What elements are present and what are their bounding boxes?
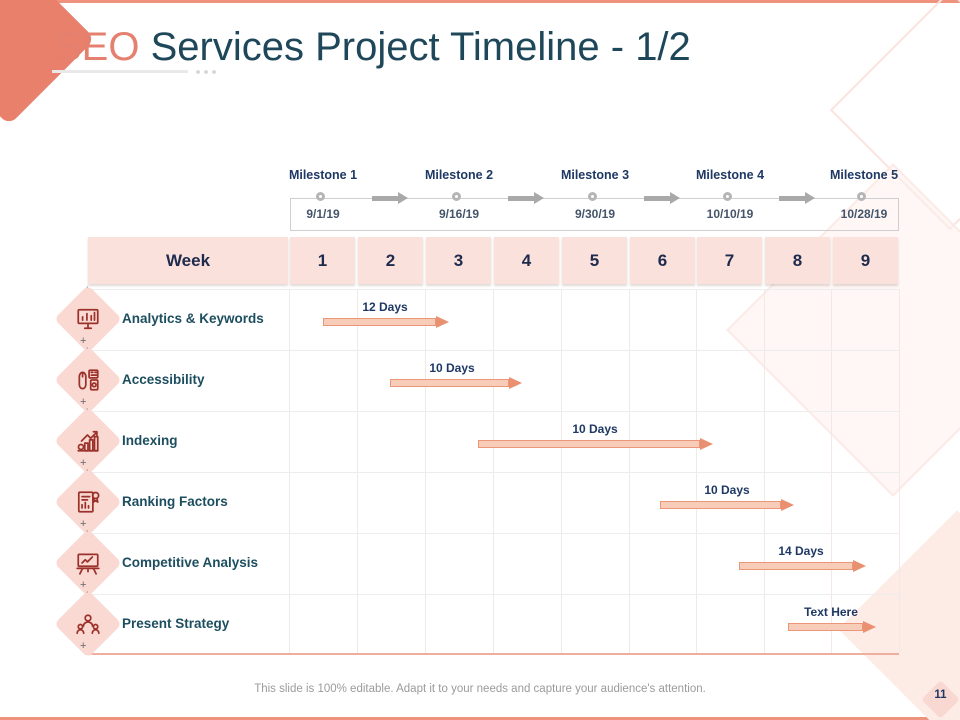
grid-vline bbox=[425, 289, 426, 654]
milestone-date: 9/16/19 bbox=[438, 207, 480, 221]
grid-vline bbox=[289, 289, 290, 654]
milestone-connector-arrowhead-icon bbox=[670, 192, 680, 204]
bottom-edge-line bbox=[0, 717, 960, 720]
plus-mark-icon: + bbox=[80, 518, 87, 530]
milestone-connector-arrow-icon bbox=[779, 196, 805, 201]
title-accent: SEO bbox=[55, 25, 140, 69]
milestone-marker-icon bbox=[857, 192, 866, 201]
title-rest: Services Project Timeline - 1/2 bbox=[139, 25, 691, 69]
milestone-label: Milestone 1 bbox=[288, 168, 358, 182]
gantt-bar bbox=[390, 379, 509, 387]
bar-duration-label: 10 Days bbox=[572, 422, 618, 436]
bar-duration-label: Text Here bbox=[804, 605, 858, 619]
grid-vline bbox=[899, 289, 900, 654]
bar-duration-label: 10 Days bbox=[704, 483, 750, 497]
grid-hline bbox=[85, 594, 899, 595]
plus-mark-icon: + bbox=[80, 396, 87, 408]
week-number-cell: 8 bbox=[765, 237, 830, 284]
milestone-label: Milestone 4 bbox=[695, 168, 765, 182]
week-number-cell: 3 bbox=[426, 237, 491, 284]
title-dot bbox=[196, 70, 200, 74]
grid-vline bbox=[696, 289, 697, 654]
milestone-connector-arrow-icon bbox=[372, 196, 398, 201]
week-number-cell: 5 bbox=[562, 237, 627, 284]
week-number-cell: 2 bbox=[358, 237, 423, 284]
grid-hline bbox=[85, 533, 899, 534]
ranked-document-icon bbox=[77, 491, 100, 513]
bar-duration-label: 14 Days bbox=[778, 544, 824, 558]
task-label: Present Strategy bbox=[122, 616, 230, 631]
plus-mark-icon: + bbox=[80, 579, 87, 591]
table-bottom-line bbox=[85, 653, 899, 655]
week-number-cell: 6 bbox=[630, 237, 695, 284]
milestone-date: 9/1/19 bbox=[306, 207, 340, 221]
milestone-marker-icon bbox=[588, 192, 597, 201]
gantt-bar bbox=[478, 440, 700, 448]
plus-mark-icon: + bbox=[80, 335, 87, 347]
monitor-analytics-icon bbox=[77, 308, 99, 330]
week-number-cell: 9 bbox=[833, 237, 898, 284]
bar-duration-label: 10 Days bbox=[429, 361, 475, 375]
team-people-icon bbox=[76, 614, 100, 635]
page-title: SEO Services Project Timeline - 1/2 bbox=[55, 25, 691, 70]
gantt-bar-arrowhead-icon bbox=[509, 377, 522, 389]
week-number-cell: 4 bbox=[494, 237, 559, 284]
milestone-marker-icon bbox=[316, 192, 325, 201]
gantt-bar-arrowhead-icon bbox=[436, 316, 449, 328]
growth-chart-icon bbox=[77, 430, 99, 452]
milestone-label: Milestone 2 bbox=[424, 168, 494, 182]
grid-vline bbox=[357, 289, 358, 654]
grid-vline bbox=[629, 289, 630, 654]
grid-hline bbox=[85, 350, 899, 351]
task-label: Ranking Factors bbox=[122, 494, 228, 509]
gantt-bar bbox=[788, 623, 863, 631]
gantt-bar bbox=[660, 501, 781, 509]
task-label: Indexing bbox=[122, 433, 178, 448]
top-edge-line bbox=[0, 0, 960, 3]
milestone-date: 10/28/19 bbox=[840, 207, 888, 221]
title-dot bbox=[212, 70, 216, 74]
milestone-label: Milestone 3 bbox=[560, 168, 630, 182]
bar-duration-label: 12 Days bbox=[362, 300, 408, 314]
grid-vline bbox=[831, 289, 832, 654]
gantt-bar bbox=[739, 562, 853, 570]
milestone-connector-arrowhead-icon bbox=[534, 192, 544, 204]
grid-vline bbox=[764, 289, 765, 654]
week-number-cell: 7 bbox=[697, 237, 762, 284]
footer-note: This slide is 100% editable. Adapt it to… bbox=[254, 683, 706, 695]
gantt-bar-arrowhead-icon bbox=[700, 438, 713, 450]
task-label: Competitive Analysis bbox=[122, 555, 259, 570]
plus-mark-icon: + bbox=[80, 640, 87, 652]
task-label: Accessibility bbox=[122, 372, 205, 387]
milestone-connector-arrow-icon bbox=[644, 196, 670, 201]
milestone-connector-arrow-icon bbox=[508, 196, 534, 201]
task-label: Analytics & Keywords bbox=[122, 311, 264, 326]
milestone-connector-arrowhead-icon bbox=[398, 192, 408, 204]
week-number-cell: 1 bbox=[290, 237, 355, 284]
gantt-bar bbox=[323, 318, 436, 326]
presentation-board-icon bbox=[76, 553, 100, 575]
milestone-marker-icon bbox=[723, 192, 732, 201]
gantt-bar-arrowhead-icon bbox=[863, 621, 876, 633]
milestone-marker-icon bbox=[452, 192, 461, 201]
page-number: 11 bbox=[934, 689, 947, 701]
milestone-date: 10/10/19 bbox=[706, 207, 754, 221]
plus-mark-icon: + bbox=[80, 457, 87, 469]
grid-vline bbox=[493, 289, 494, 654]
gantt-bar-arrowhead-icon bbox=[781, 499, 794, 511]
milestone-date: 9/30/19 bbox=[574, 207, 616, 221]
title-underline bbox=[52, 70, 188, 73]
grid-hline bbox=[85, 289, 899, 290]
milestone-label: Milestone 5 bbox=[829, 168, 899, 182]
gantt-bar-arrowhead-icon bbox=[853, 560, 866, 572]
grid-vline bbox=[561, 289, 562, 654]
title-dot bbox=[204, 70, 208, 74]
week-header-label: Week bbox=[88, 237, 288, 284]
grid-hline bbox=[85, 411, 899, 412]
milestone-connector-arrowhead-icon bbox=[805, 192, 815, 204]
grid-hline bbox=[85, 472, 899, 473]
devices-accessibility-icon bbox=[78, 369, 99, 391]
